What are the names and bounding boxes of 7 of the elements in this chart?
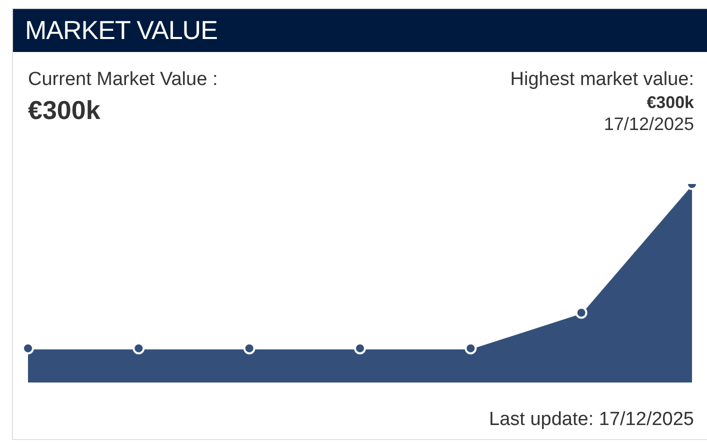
chart-title: MARKET VALUE xyxy=(25,15,218,46)
text: €300k xyxy=(28,95,102,126)
text: 17/12/2025 xyxy=(602,114,694,135)
text: €300k xyxy=(646,93,694,113)
text: Current Market Value : xyxy=(28,69,218,91)
text: Last update: 17/12/2025 xyxy=(489,409,694,431)
text: Highest market value: xyxy=(510,69,694,91)
